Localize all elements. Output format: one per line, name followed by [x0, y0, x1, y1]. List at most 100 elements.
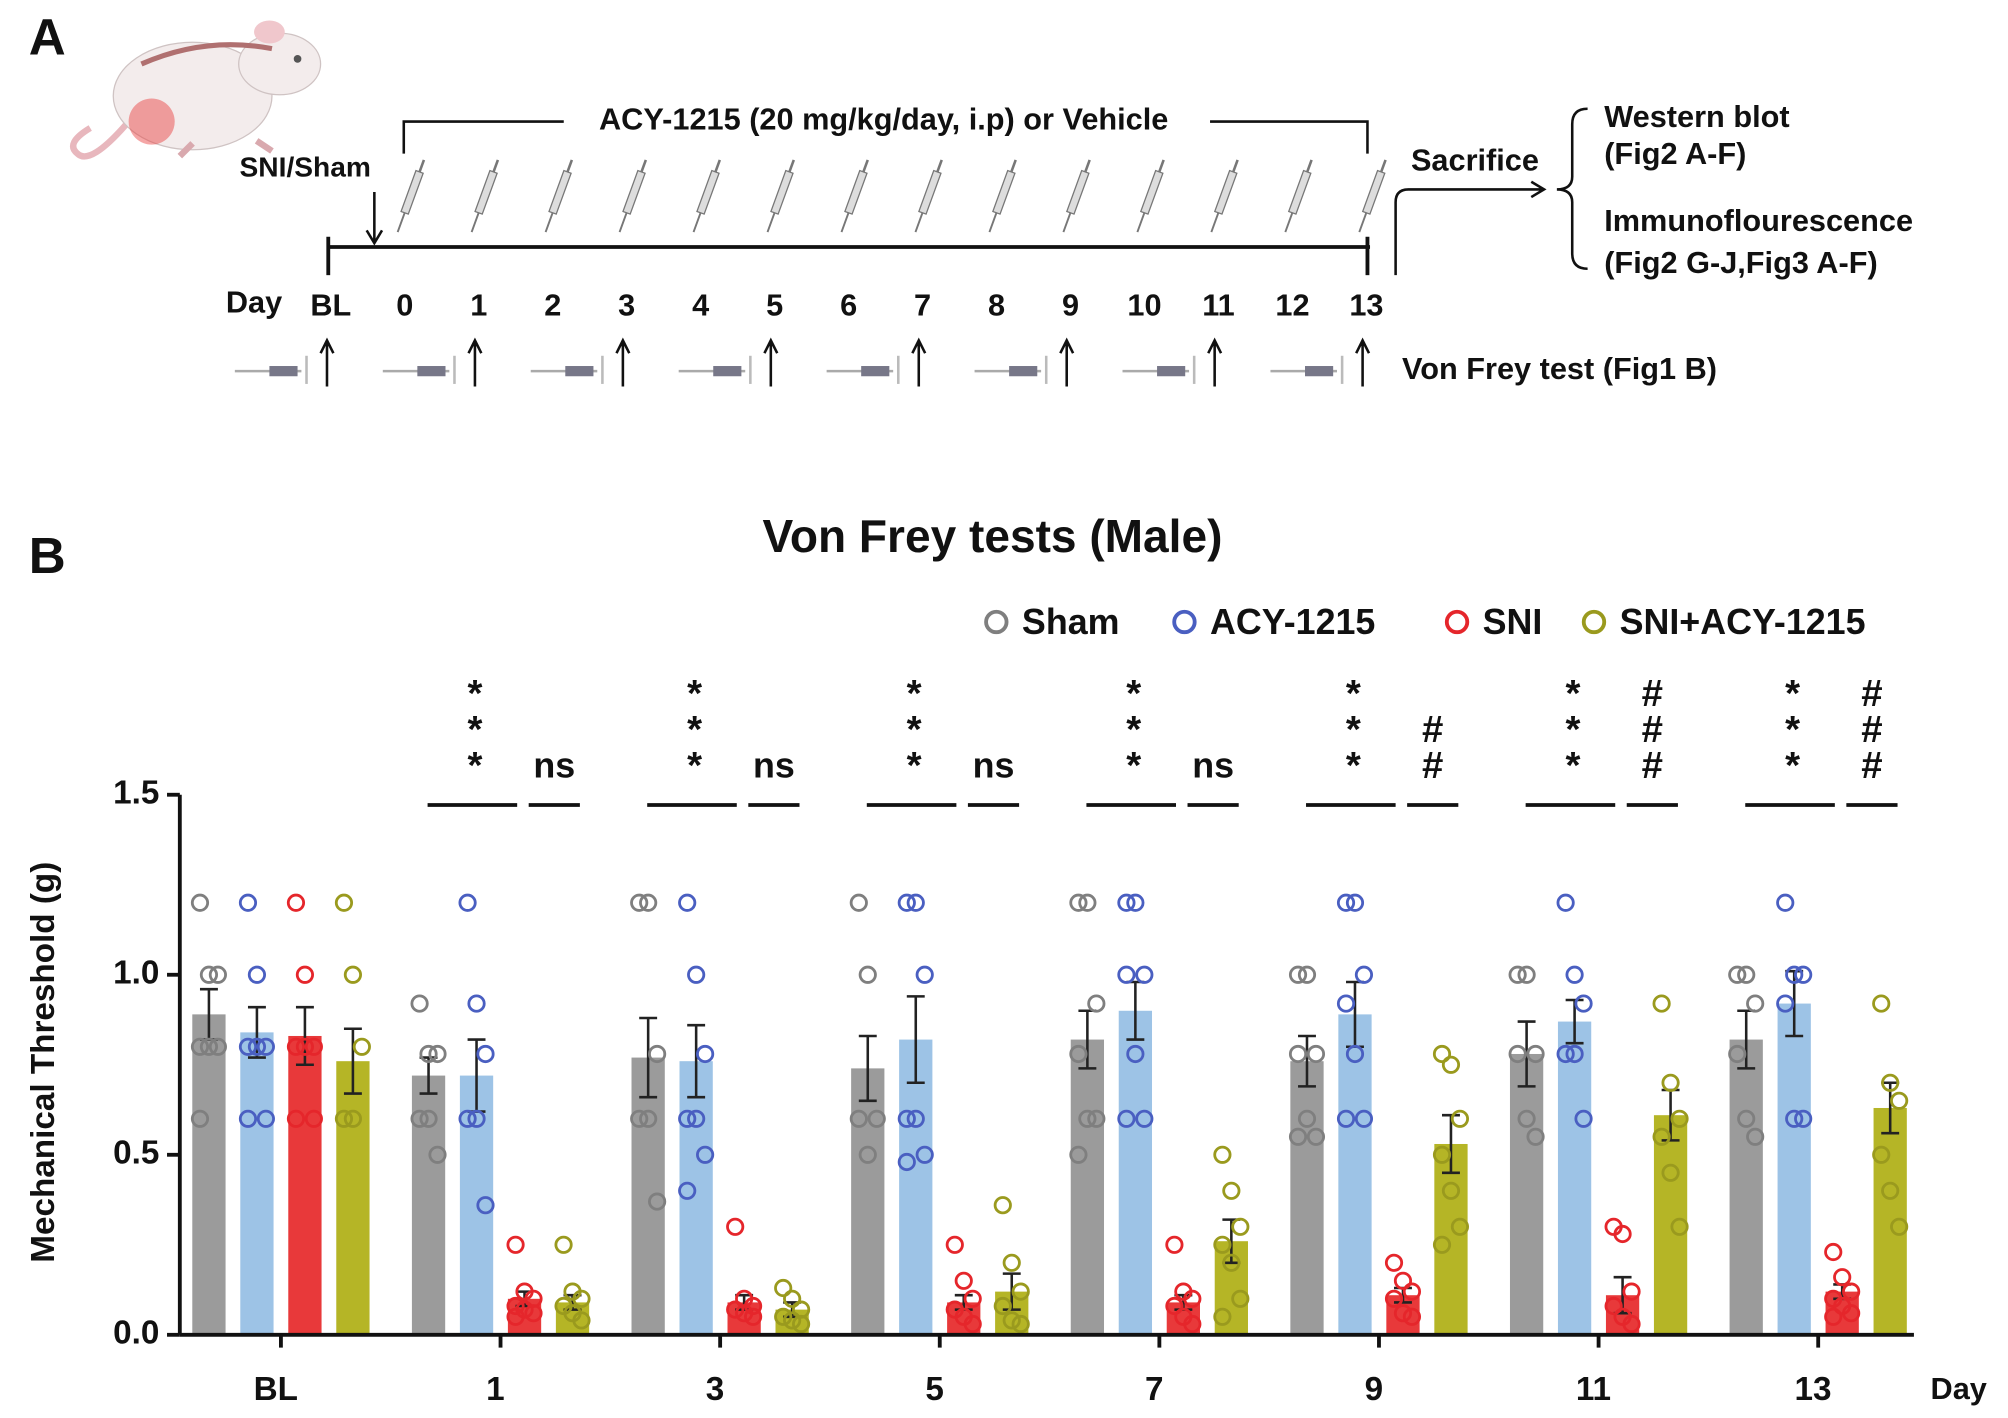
- data-point: [630, 1109, 649, 1128]
- data-point: [1213, 1145, 1232, 1164]
- outcome-label: (Fig2 G-J,Fig3 A-F): [1604, 245, 1877, 280]
- plot: 0.00.51.01.5BL 1 3 5 7 9 11 13* * * ns* * * ns* * * ns* *…: [113, 602, 1914, 1408]
- x-tick-label: 5: [925, 1371, 944, 1408]
- data-point: [1508, 1044, 1527, 1064]
- data-point: [304, 1037, 323, 1056]
- data-point: [1393, 1271, 1413, 1290]
- syringe-plunger: [788, 159, 795, 173]
- data-point: [295, 1037, 315, 1056]
- data-point: [1872, 1145, 1891, 1164]
- data-point: [334, 1109, 354, 1128]
- data-point: [945, 1235, 964, 1254]
- data-point: [1222, 1253, 1241, 1272]
- bar: [1434, 1143, 1468, 1335]
- data-point: [467, 994, 486, 1013]
- data-point: [1402, 1282, 1422, 1301]
- bar: [1557, 1021, 1592, 1335]
- bar: [899, 1039, 933, 1335]
- bar: [1653, 1115, 1688, 1335]
- data-point: [1183, 1314, 1202, 1334]
- y-tick-label: 0.5: [113, 1135, 159, 1172]
- error-bar: [858, 1034, 877, 1103]
- syringe-plunger: [714, 159, 722, 173]
- von-frey-handle: [861, 366, 890, 377]
- syringe: [914, 159, 943, 233]
- data-point: [238, 893, 258, 912]
- treatment-label: ACY-1215 (20 mg/kg/day, i.p) or Vehicle: [599, 102, 1168, 137]
- day-tick-label: 4: [692, 287, 709, 322]
- data-point: [1069, 893, 1088, 912]
- syringe-plunger: [566, 159, 574, 173]
- data-point: [1306, 1044, 1326, 1064]
- data-point: [1231, 1289, 1250, 1308]
- significance-label: ns: [1192, 745, 1234, 785]
- data-point: [524, 1304, 543, 1323]
- bar: [851, 1068, 885, 1335]
- data-point: [286, 893, 306, 912]
- bar: [1729, 1039, 1763, 1335]
- data-point: [410, 994, 429, 1013]
- data-point: [1794, 1109, 1813, 1128]
- data-point: [1526, 1127, 1545, 1146]
- syringe-barrel: [696, 169, 720, 215]
- data-point: [1135, 1109, 1154, 1128]
- treatment-bracket: [402, 120, 1369, 154]
- syringe-barrel: [1139, 169, 1164, 215]
- data-point: [247, 1037, 267, 1056]
- bar: [1509, 1053, 1544, 1335]
- data-point: [1737, 965, 1756, 984]
- day-tick-label: 11: [1202, 287, 1234, 322]
- syringe-plunger: [492, 159, 500, 173]
- bar: [192, 1014, 226, 1335]
- day-tick-label: BL: [310, 287, 351, 322]
- syringe-needle: [692, 212, 702, 233]
- data-point: [1002, 1311, 1021, 1330]
- legend-marker: [1444, 609, 1470, 635]
- data-point: [1078, 1109, 1097, 1128]
- data-point: [1117, 893, 1136, 912]
- syringe-needle: [470, 212, 480, 233]
- day-tick-label: 13: [1349, 287, 1383, 322]
- von-frey-handle: [417, 366, 446, 377]
- data-point: [726, 1217, 745, 1236]
- sacrifice-label: Sacrifice: [1411, 143, 1539, 178]
- data-point: [286, 1109, 306, 1128]
- x-tick-label: 11: [1576, 1371, 1611, 1408]
- syringe-needle: [1136, 212, 1146, 233]
- bar: [336, 1061, 370, 1335]
- data-point: [1297, 965, 1317, 984]
- data-point: [648, 1192, 667, 1211]
- data-point: [1824, 1242, 1843, 1262]
- syringe-plunger: [1232, 159, 1239, 173]
- data-point: [334, 893, 354, 912]
- syringe: [1062, 159, 1091, 233]
- chart-title: Von Frey tests (Male): [763, 510, 1223, 562]
- day-tick-label: 12: [1275, 287, 1309, 322]
- data-point: [726, 1300, 745, 1319]
- legend-marker: [1581, 609, 1607, 635]
- outcome-label: (Fig2 A-F): [1604, 136, 1746, 171]
- data-point: [1336, 1109, 1356, 1128]
- day-tick-label: 3: [618, 287, 635, 322]
- data-point: [897, 1152, 916, 1172]
- data-point: [1881, 1181, 1900, 1200]
- data-point: [906, 1109, 925, 1128]
- bar: [1070, 1039, 1105, 1335]
- von-frey-handle: [565, 366, 594, 377]
- legend-marker: [984, 609, 1009, 635]
- data-point: [849, 1109, 868, 1128]
- day-tick-label: 2: [544, 287, 561, 322]
- syringe: [1284, 159, 1313, 233]
- data-point: [993, 1196, 1012, 1215]
- test-arrow: [467, 337, 483, 387]
- legend-label: Sham: [1022, 602, 1120, 642]
- von-frey-handle: [713, 366, 742, 377]
- syringe-needle: [1210, 212, 1220, 233]
- data-point: [1288, 965, 1308, 984]
- data-point: [256, 1037, 275, 1056]
- syringe: [470, 159, 500, 233]
- data-point: [1336, 994, 1356, 1013]
- data-point: [1604, 1296, 1623, 1316]
- data-point: [915, 1145, 934, 1164]
